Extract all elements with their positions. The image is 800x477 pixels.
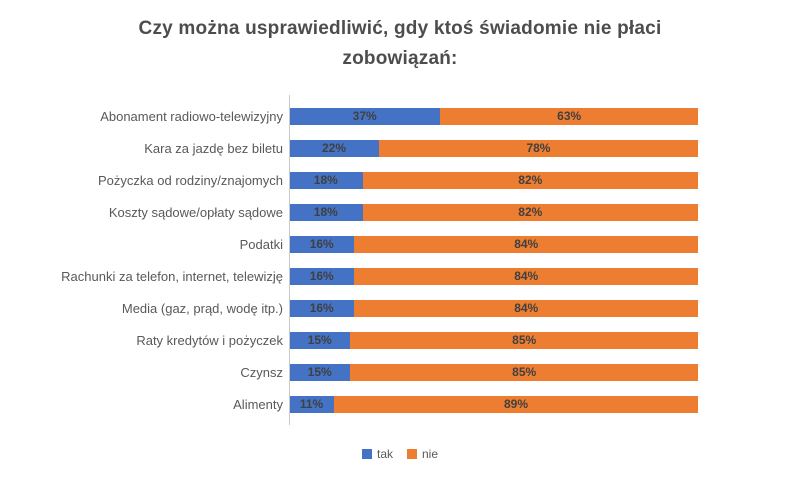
bar-track: 11% 89% (289, 395, 698, 413)
bar-track: 15% 85% (289, 331, 698, 349)
legend-item-tak: tak (361, 447, 393, 461)
bar-row: Koszty sądowe/opłaty sądowe 18% 82% (6, 196, 698, 228)
legend-swatch-tak (361, 449, 372, 459)
bar-segment-nie: 85% (350, 331, 698, 349)
bar-value-label: 15% (307, 333, 332, 347)
category-label: Alimenty (233, 396, 283, 412)
bar-value-label: 15% (307, 365, 332, 379)
bar-value-label: 37% (352, 109, 377, 123)
bar-segment-tak: 15% (289, 331, 351, 349)
bar-value-label: 22% (321, 141, 346, 155)
bar-segment-tak: 37% (289, 107, 441, 125)
bar-value-label: 82% (518, 173, 543, 187)
bar-value-label: 16% (309, 237, 334, 251)
bar-segment-nie: 63% (440, 107, 698, 125)
bar-segment-nie: 85% (350, 363, 698, 381)
bar-value-label: 85% (512, 365, 537, 379)
bar-track: 15% 85% (289, 363, 698, 381)
legend-label-nie: nie (422, 447, 439, 461)
bar-segment-tak: 22% (289, 139, 379, 157)
bar-segment-tak: 11% (289, 395, 334, 413)
bar-track: 37% 63% (289, 107, 698, 125)
bar-row: Kara za jazdę bez biletu 22% 78% (6, 132, 698, 164)
bar-row: Raty kredytów i pożyczek 15% 85% (6, 324, 698, 356)
bar-value-label: 84% (514, 301, 539, 315)
bar-segment-tak: 16% (289, 235, 355, 253)
bar-segment-tak: 18% (289, 171, 363, 189)
legend-label-tak: tak (376, 447, 393, 461)
bar-value-label: 84% (514, 269, 539, 283)
bar-value-label: 85% (512, 333, 537, 347)
bar-row: Alimenty 11% 89% (6, 388, 698, 420)
chart-title: Czy można usprawiedliwić, gdy ktoś świad… (138, 18, 662, 69)
bar-value-label: 63% (557, 109, 582, 123)
bar-row: Abonament radiowo-telewizyjny 37% 63% (6, 100, 698, 132)
bar-track: 16% 84% (289, 267, 698, 285)
bar-row: Rachunki za telefon, internet, telewizję… (6, 260, 698, 292)
category-label: Kara za jazdę bez biletu (144, 140, 283, 156)
bar-row: Pożyczka od rodziny/znajomych 18% 82% (6, 164, 698, 196)
category-label: Rachunki za telefon, internet, telewizję (61, 268, 283, 284)
bar-row: Media (gaz, prąd, wodę itp.) 16% 84% (6, 292, 698, 324)
category-label: Media (gaz, prąd, wodę itp.) (121, 300, 283, 316)
category-label: Raty kredytów i pożyczek (136, 332, 283, 348)
legend: tak nie (0, 447, 800, 461)
bar-value-label: 89% (503, 397, 528, 411)
bar-value-label: 18% (313, 173, 338, 187)
bar-segment-nie: 78% (378, 139, 698, 157)
bar-value-label: 16% (309, 301, 334, 315)
bar-value-label: 82% (518, 205, 543, 219)
bar-rows: Abonament radiowo-telewizyjny 37% 63% Kara … (6, 100, 698, 420)
category-label: Koszty sądowe/opłaty sądowe (108, 204, 283, 220)
bar-value-label: 11% (299, 397, 324, 411)
bar-segment-tak: 15% (289, 363, 351, 381)
bar-segment-nie: 89% (333, 395, 698, 413)
category-label: Podatki (239, 236, 283, 252)
bar-segment-nie: 82% (362, 203, 698, 221)
bar-value-label: 18% (313, 205, 338, 219)
bar-segment-tak: 16% (289, 267, 355, 285)
bar-segment-tak: 18% (289, 203, 363, 221)
bar-track: 18% 82% (289, 171, 698, 189)
bar-value-label: 78% (526, 141, 551, 155)
bar-track: 18% 82% (289, 203, 698, 221)
bar-row: Czynsz 15% 85% (6, 356, 698, 388)
legend-swatch-nie (407, 449, 417, 459)
bar-segment-nie: 84% (354, 235, 698, 253)
bar-track: 16% 84% (289, 299, 698, 317)
category-label: Czynsz (240, 364, 283, 380)
plot-area: Abonament radiowo-telewizyjny 37% 63% Kara … (6, 95, 698, 425)
bar-track: 16% 84% (289, 235, 698, 253)
bar-segment-nie: 82% (362, 171, 698, 189)
category-label: Abonament radiowo-telewizyjny (100, 108, 283, 124)
legend-item-nie: nie (407, 447, 438, 461)
category-axis-line (289, 95, 290, 425)
bar-value-label: 16% (309, 269, 334, 283)
bar-value-label: 84% (514, 237, 539, 251)
category-label: Pożyczka od rodziny/znajomych (98, 172, 283, 188)
bar-track: 22% 78% (289, 139, 698, 157)
bar-segment-tak: 16% (289, 299, 355, 317)
bar-segment-nie: 84% (354, 267, 698, 285)
bar-row: Podatki 16% 84% (6, 228, 698, 260)
bar-segment-nie: 84% (354, 299, 698, 317)
